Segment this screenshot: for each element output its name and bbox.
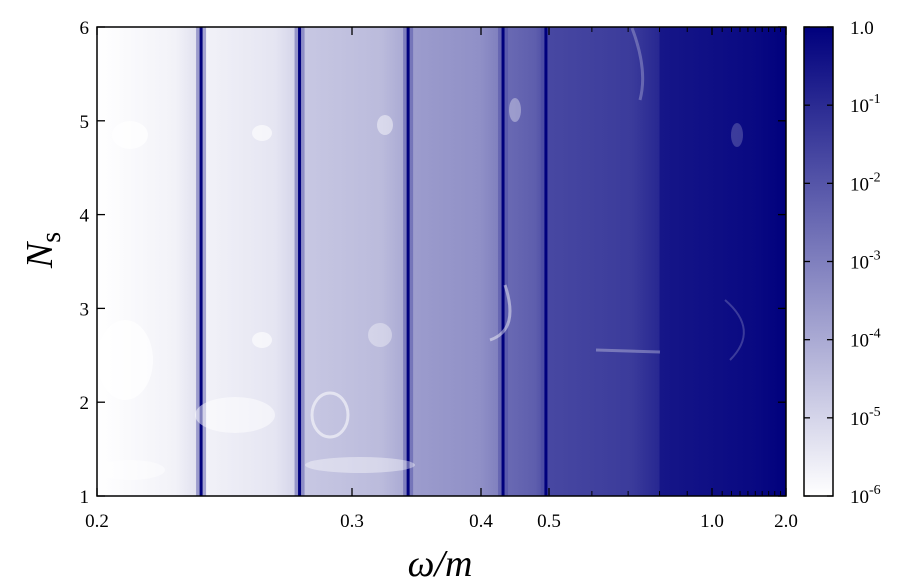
- colorbar-tick-label: 10-5: [850, 405, 881, 430]
- bright-feature: [595, 348, 661, 354]
- resonance-line: [501, 27, 505, 496]
- bright-feature: [97, 460, 165, 480]
- heatmap-bands: [97, 27, 786, 496]
- colorbar-tick-label: 10-3: [850, 249, 881, 274]
- heatmap-band: [545, 27, 661, 496]
- resonance-line: [544, 27, 548, 496]
- colorbar-tick-label: 10-4: [850, 327, 881, 352]
- bright-feature: [195, 397, 275, 433]
- heatmap-band: [97, 27, 202, 496]
- y-tick-label: 1: [80, 487, 90, 508]
- y-tick-label: 2: [80, 393, 90, 414]
- heatmap-band: [408, 27, 504, 496]
- colorbar-tick-base: 10: [850, 331, 869, 352]
- x-tick-label: 0.2: [85, 511, 109, 532]
- x-axis-title: ω/m: [408, 543, 473, 585]
- bright-feature: [509, 98, 521, 122]
- x-tick-label: 0.4: [469, 511, 493, 532]
- bright-feature: [724, 299, 745, 361]
- colorbar-tick-label: 1.0: [850, 18, 874, 39]
- x-tick-label: 1.0: [700, 511, 724, 532]
- bright-feature: [97, 320, 153, 400]
- heatmap-band: [503, 27, 547, 496]
- bright-feature: [112, 121, 148, 149]
- colorbar-tick-base: 10: [850, 96, 869, 117]
- colorbar-tick-exponent: -6: [869, 483, 881, 498]
- bright-feature: [731, 123, 743, 147]
- bright-feature: [630, 27, 645, 101]
- colorbar-tick-label: 10-6: [850, 483, 881, 508]
- heatmap-features: [97, 27, 745, 480]
- y-axis-title-sub: s: [36, 232, 67, 243]
- resonance-line: [406, 27, 410, 496]
- colorbar-tick-base: 10: [850, 174, 869, 195]
- colorbar-tick-exponent: -3: [869, 249, 881, 264]
- y-axis: 1 2 3 4 5 6: [80, 18, 786, 508]
- colorbar-tick-base: 1.0: [850, 18, 874, 39]
- plot-area: 1 2 3 4 5 6 0.2 0.3 0.4 0.5 1.0 2.0: [80, 18, 798, 532]
- bright-feature: [377, 115, 393, 135]
- bright-feature: [368, 323, 392, 347]
- bright-feature: [252, 125, 272, 141]
- colorbar-tick-exponent: -1: [869, 92, 881, 107]
- x-tick-label: 0.5: [537, 511, 561, 532]
- colorbar-ticks: 1.010-110-210-310-410-510-6: [804, 18, 881, 508]
- resonance-line: [199, 27, 203, 496]
- colorbar-tick-label: 10-2: [850, 170, 881, 195]
- plot-frame: [96, 26, 787, 497]
- colorbar-tick-exponent: -4: [869, 327, 881, 342]
- colorbar-tick-base: 10: [850, 487, 869, 508]
- colorbar-tick-exponent: -2: [869, 170, 881, 185]
- colorbar-tick-base: 10: [850, 409, 869, 430]
- x-tick-label: 0.3: [340, 511, 364, 532]
- bright-feature: [252, 332, 272, 348]
- svg-text:Ns: Ns: [19, 232, 67, 269]
- bright-feature: [310, 391, 350, 439]
- heatmap-band: [299, 27, 409, 496]
- x-axis: 0.2 0.3 0.4 0.5 1.0 2.0: [85, 27, 798, 532]
- x-tick-label: 2.0: [774, 511, 798, 532]
- resonance-lines: [196, 27, 551, 496]
- bright-feature: [489, 284, 512, 342]
- y-tick-label: 5: [80, 112, 90, 133]
- bright-feature: [305, 457, 415, 473]
- y-tick-label: 6: [80, 18, 90, 39]
- colorbar-tick-base: 10: [850, 253, 869, 274]
- y-tick-label: 3: [80, 299, 90, 320]
- colorbar-tick-label: 10-1: [850, 92, 881, 117]
- y-axis-title-main: N: [19, 240, 61, 269]
- y-tick-label: 4: [80, 206, 90, 227]
- resonance-line: [298, 27, 302, 496]
- y-axis-title: Ns: [19, 232, 67, 269]
- colorbar-tick-exponent: -5: [869, 405, 881, 420]
- heatmap-band: [659, 27, 786, 496]
- colorbar: 1.010-110-210-310-410-510-6: [803, 18, 881, 508]
